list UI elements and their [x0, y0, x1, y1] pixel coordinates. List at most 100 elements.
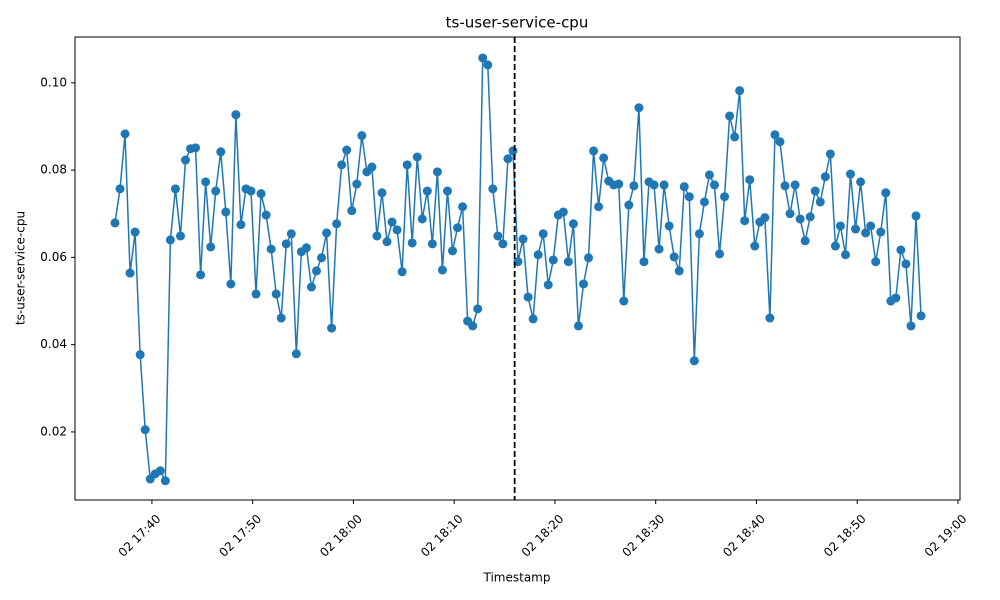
data-point — [347, 206, 357, 216]
data-point — [629, 181, 639, 191]
data-point — [856, 177, 866, 187]
data-point — [704, 170, 714, 180]
data-point — [306, 282, 316, 292]
data-point — [191, 143, 201, 153]
data-point — [614, 179, 624, 189]
data-point — [846, 169, 856, 179]
data-point — [589, 146, 599, 156]
data-point — [699, 197, 709, 207]
data-point — [594, 202, 604, 212]
data-point — [840, 250, 850, 260]
data-point — [780, 181, 790, 191]
data-point — [720, 192, 730, 202]
data-point — [221, 207, 231, 217]
data-point — [518, 234, 528, 244]
data-point — [165, 235, 175, 245]
data-point — [367, 162, 377, 172]
data-point — [332, 219, 342, 229]
chart-title: ts-user-service-cpu — [446, 14, 589, 32]
data-point — [820, 172, 830, 182]
data-point — [473, 304, 483, 314]
data-point — [679, 182, 689, 192]
data-point — [251, 289, 261, 299]
data-point — [654, 244, 664, 254]
data-point — [392, 225, 402, 235]
data-point — [211, 186, 221, 196]
data-point — [709, 180, 719, 190]
data-point — [649, 180, 659, 190]
data-point — [286, 229, 296, 239]
data-point — [533, 250, 543, 260]
data-point — [735, 86, 745, 96]
data-point — [175, 231, 185, 241]
data-point — [130, 227, 140, 237]
data-point — [659, 180, 669, 190]
data-point — [871, 257, 881, 267]
data-point — [160, 476, 170, 486]
y-tick-label: 0.04 — [40, 337, 67, 351]
data-point — [382, 237, 392, 247]
data-point — [775, 137, 785, 147]
data-point — [493, 231, 503, 241]
data-point — [750, 241, 760, 251]
data-point — [140, 425, 150, 435]
data-point — [468, 321, 478, 331]
data-point — [503, 154, 513, 164]
data-point — [694, 229, 704, 239]
data-point — [417, 214, 427, 224]
data-point — [317, 253, 327, 263]
data-point — [896, 245, 906, 255]
y-tick-label: 0.08 — [40, 163, 67, 177]
data-point — [155, 466, 165, 476]
data-point — [453, 223, 463, 233]
data-point — [196, 270, 206, 280]
data-point — [170, 184, 180, 194]
data-point — [125, 268, 135, 278]
y-tick-label: 0.06 — [40, 250, 67, 264]
data-point — [891, 293, 901, 303]
data-point — [180, 155, 190, 165]
data-point — [664, 221, 674, 231]
data-point — [573, 321, 583, 331]
data-point — [835, 221, 845, 231]
data-point — [815, 197, 825, 207]
data-point — [478, 53, 488, 63]
data-point — [322, 228, 332, 238]
data-point — [684, 192, 694, 202]
data-point — [422, 186, 432, 196]
data-point — [266, 244, 276, 254]
plot-frame — [74, 36, 961, 501]
data-point — [866, 221, 876, 231]
data-point — [508, 146, 518, 156]
data-point — [206, 242, 216, 252]
y-axis-label: ts-user-service-cpu — [14, 211, 28, 325]
data-point — [911, 211, 921, 221]
data-point — [523, 292, 533, 302]
data-point — [357, 131, 367, 141]
data-point — [770, 130, 780, 140]
data-point — [216, 147, 226, 157]
data-point — [377, 188, 387, 198]
data-point — [669, 252, 679, 262]
data-point — [810, 186, 820, 196]
data-point — [412, 152, 422, 162]
data-point — [226, 279, 236, 289]
x-axis-label: Timestamp — [483, 571, 551, 585]
data-point — [760, 213, 770, 223]
data-point — [765, 313, 775, 323]
data-point — [402, 160, 412, 170]
data-point — [578, 279, 588, 289]
data-point — [538, 229, 548, 239]
data-point — [674, 266, 684, 276]
data-point — [387, 217, 397, 227]
data-point — [689, 356, 699, 366]
data-point — [488, 184, 498, 194]
data-point — [730, 132, 740, 142]
y-tick-label: 0.10 — [40, 75, 67, 89]
data-point — [906, 321, 916, 331]
data-point — [513, 257, 523, 267]
data-point — [437, 265, 447, 275]
data-point — [740, 216, 750, 226]
data-point — [800, 236, 810, 246]
